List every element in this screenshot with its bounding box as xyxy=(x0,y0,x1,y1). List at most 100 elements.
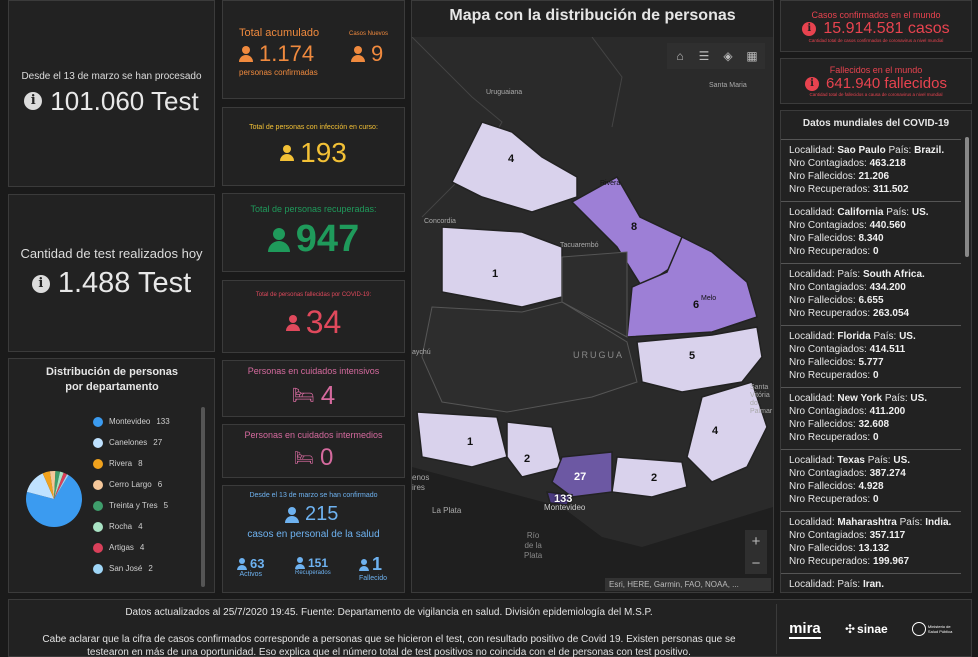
count-canelones: 27 xyxy=(574,471,587,483)
map-panel: Mapa con la distribución de personas xyxy=(411,0,774,593)
dept-canelones[interactable] xyxy=(551,451,613,498)
legend-item[interactable]: Rocha 4 xyxy=(93,516,170,537)
active-cases-value-row: 193 xyxy=(280,137,347,169)
msp-seal-icon xyxy=(911,622,926,636)
map-view[interactable]: 4 8 1 6 5 4 1 2 27 2 133 Uruguaiana Sant… xyxy=(412,36,773,592)
dept-montevideo[interactable] xyxy=(545,491,574,506)
world-item-contagiados: Nro Contagiados: 463.218 xyxy=(789,158,906,169)
person-icon xyxy=(351,46,365,62)
health-staff-deceased-label: Fallecido xyxy=(359,575,388,582)
place-montevideo: Montevideo xyxy=(544,503,586,512)
footer-note-line-1: Cabe aclarar que la cifra de casos confi… xyxy=(42,634,736,645)
pie-slice[interactable] xyxy=(42,471,54,499)
world-item-fallecidos: Nro Fallecidos: 8.340 xyxy=(789,233,884,244)
legend-item[interactable]: Montevideo 133 xyxy=(93,411,170,432)
legend-item[interactable]: San José 2 xyxy=(93,558,170,579)
map-attribution[interactable]: Esri, HERE, Garmin, FAO, NOAA, ... xyxy=(605,578,771,591)
dept-salto[interactable] xyxy=(441,226,563,308)
layers-icon[interactable]: ◈ xyxy=(723,49,733,63)
distribution-scrollbar[interactable] xyxy=(201,407,205,587)
world-list[interactable]: Localidad: Sao Paulo País: Brazil. Nro Co… xyxy=(781,139,961,592)
legend-dot xyxy=(93,416,103,427)
basemap-gallery-icon[interactable]: ▦ xyxy=(746,49,758,63)
map-toolbar: ⌂ ☰ ◈ ▦ xyxy=(667,43,765,69)
world-list-item[interactable]: Localidad: Texas País: US. Nro Contagiado… xyxy=(781,449,961,511)
world-list-item[interactable]: Localidad: País: South Africa. Nro Contag… xyxy=(781,263,961,325)
person-icon xyxy=(359,558,369,571)
dept-rocha[interactable] xyxy=(686,381,768,483)
world-list-item[interactable]: Localidad: Sao Paulo País: Brazil. Nro Co… xyxy=(781,139,961,201)
legend-item[interactable]: Rivera 8 xyxy=(93,453,170,474)
dept-artigas[interactable] xyxy=(450,121,578,213)
map-svg[interactable] xyxy=(412,36,773,592)
legend-item[interactable]: Artigas 4 xyxy=(93,537,170,558)
dept-cerro-largo[interactable] xyxy=(626,235,758,338)
place-santa-vitoria-2: Vitória do xyxy=(750,392,770,407)
pie-slice[interactable] xyxy=(26,473,54,499)
health-staff-panel: Desde el 13 de marzo se han confirmado 2… xyxy=(222,485,405,593)
tests-processed-caption: Desde el 13 de marzo se han procesado xyxy=(21,70,202,82)
count-san-jose: 2 xyxy=(524,453,531,465)
legend-value: 133 xyxy=(156,417,170,426)
world-item-recuperados: Nro Recuperados: 0 xyxy=(789,432,879,443)
world-item-location: Localidad: New York País: US. xyxy=(789,393,928,404)
legend-value: 6 xyxy=(157,480,163,489)
pie-slice[interactable] xyxy=(54,472,68,499)
world-item-fallecidos: Nro Fallecidos: 13.132 xyxy=(789,543,890,554)
pie-slice[interactable] xyxy=(54,471,64,499)
map-title: Mapa con la distribución de personas xyxy=(449,7,736,24)
dept-colonia[interactable] xyxy=(416,411,508,468)
dept-maldonado[interactable] xyxy=(611,456,688,498)
place-buenos-aires-1: enos xyxy=(412,473,430,482)
world-item-recuperados: Nro Recuperados: 0 xyxy=(789,246,879,257)
world-list-item[interactable]: Localidad: Maharashtra País: India. Nro C… xyxy=(781,511,961,573)
dept-treinta-y-tres[interactable] xyxy=(636,326,763,393)
world-list-scrollbar[interactable] xyxy=(965,137,969,257)
world-item-fallecidos: Nro Fallecidos: 32.608 xyxy=(789,419,890,430)
world-list-item[interactable]: Localidad: Florida País: US. Nro Contagia… xyxy=(781,325,961,387)
info-icon: i xyxy=(24,92,43,110)
count-maldonado: 2 xyxy=(651,472,658,484)
legend-item[interactable]: Treinta y Tres 5 xyxy=(93,495,170,516)
world-item-contagiados: Nro Contagiados: 440.560 xyxy=(789,220,906,231)
pie-slice[interactable] xyxy=(54,474,69,499)
health-staff-value: 215 xyxy=(305,503,339,525)
world-list-item[interactable]: Localidad: New York País: US. Nro Contagi… xyxy=(781,387,961,449)
active-cases-value: 193 xyxy=(300,137,347,168)
world-item-location: Localidad: California País: US. xyxy=(789,207,929,218)
person-icon xyxy=(280,145,295,161)
count-montevideo: 133 xyxy=(554,493,573,505)
zoom-in-button[interactable]: + xyxy=(751,532,761,550)
legend-dot xyxy=(93,437,103,448)
world-item-fallecidos: Nro Fallecidos: 4.928 xyxy=(789,481,884,492)
count-treinta-y-tres: 5 xyxy=(689,350,696,362)
legend-list-icon[interactable]: ☰ xyxy=(698,49,710,63)
legend-dot xyxy=(93,521,103,532)
pie-slice[interactable] xyxy=(54,471,61,499)
home-icon[interactable]: ⌂ xyxy=(676,49,684,63)
pie-slice[interactable] xyxy=(26,475,82,527)
legend-item[interactable]: Canelones 27 xyxy=(93,432,170,453)
world-item-contagiados: Nro Contagiados: 288.839 xyxy=(789,591,953,592)
legend-item[interactable]: Cerro Largo 6 xyxy=(93,474,170,495)
person-icon xyxy=(239,46,253,62)
health-staff-caption: Desde el 13 de marzo se han confirmado xyxy=(249,492,378,499)
legend-label: Cerro Largo xyxy=(109,480,152,489)
world-list-item[interactable]: Localidad: País: Iran.Nro Contagiados: 2… xyxy=(781,573,961,592)
count-colonia: 1 xyxy=(467,436,474,448)
zoom-out-button[interactable]: − xyxy=(751,554,761,572)
health-staff-active-value: 63 xyxy=(250,556,265,571)
sinae-logo: ✣ sinae xyxy=(845,622,888,636)
pie-slice[interactable] xyxy=(49,471,56,499)
world-list-item[interactable]: Localidad: California País: US. Nro Conta… xyxy=(781,201,961,263)
legend-value: 4 xyxy=(139,543,145,552)
distribution-pie-chart[interactable] xyxy=(19,464,89,534)
deceased-value-row: 34 xyxy=(285,304,341,341)
dept-san-jose[interactable] xyxy=(506,421,563,478)
health-staff-subtitle: casos en personal de la salud xyxy=(247,529,380,540)
count-cerro-largo: 6 xyxy=(693,299,700,311)
person-icon xyxy=(295,557,305,569)
deceased-title: Total de personas fallecidas por COVID-1… xyxy=(255,292,372,298)
accumulated-subtitle: personas confirmadas xyxy=(239,68,318,77)
world-item-location: Localidad: País: South Africa. xyxy=(789,269,925,280)
